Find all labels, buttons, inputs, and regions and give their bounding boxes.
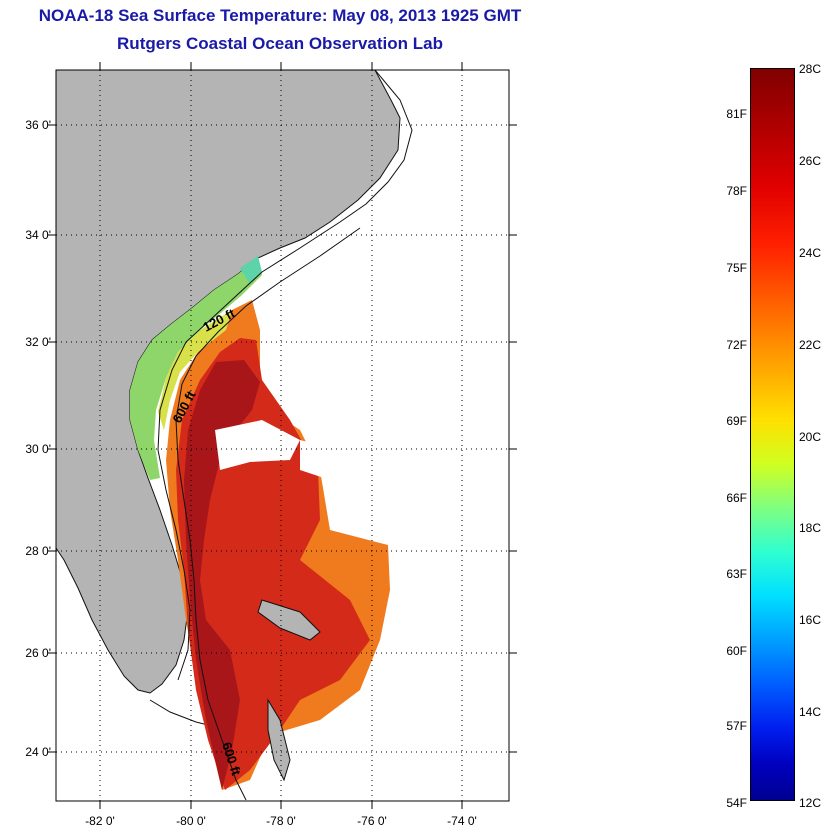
sst-darkred-core <box>184 360 260 790</box>
colorbar-c-label: 22C <box>799 338 822 352</box>
colorbar-c-label: 18C <box>799 521 822 535</box>
graticule <box>56 70 509 801</box>
colorbar-c-label: 20C <box>799 430 822 444</box>
colorbar-c-label: 14C <box>799 705 822 719</box>
colorbar-c-label: 24C <box>799 246 822 260</box>
colorbar-c-label: 28C <box>799 62 822 76</box>
lat-label: 28 0' <box>25 544 51 558</box>
cloud-gap <box>300 440 340 480</box>
map-frame <box>55 69 510 802</box>
bahamas-land <box>257 599 321 641</box>
colorbar-f-label: 57F <box>726 719 747 733</box>
tick-marks <box>48 62 517 809</box>
colorbar-f-label: 72F <box>726 338 747 352</box>
lat-label: 32 0' <box>25 335 51 349</box>
map-title: NOAA-18 Sea Surface Temperature: May 08,… <box>38 6 522 25</box>
lon-label: -78 0' <box>266 814 296 828</box>
colorbar-f-label: 75F <box>726 261 747 275</box>
lon-label: -82 0' <box>85 814 115 828</box>
bahamas-land <box>267 698 291 782</box>
contour-600ft <box>175 227 361 801</box>
colorbar-c-label: 16C <box>799 613 822 627</box>
lat-label: 24 0' <box>25 745 51 759</box>
sst-yellow-band <box>158 310 232 430</box>
lat-label: 36 0' <box>25 118 51 132</box>
lon-label: -80 0' <box>176 814 206 828</box>
lat-label: 34 0' <box>25 228 51 242</box>
cloud-gap <box>215 420 300 470</box>
colorbar-c-label: 26C <box>799 154 822 168</box>
colorbar-f-label: 78F <box>726 184 747 198</box>
colorbar-c-label: 12C <box>799 796 822 810</box>
outer-banks <box>339 70 413 223</box>
colorbar-f-label: 66F <box>726 491 747 505</box>
colorbar-f-label: 54F <box>726 796 747 810</box>
colorbar-f-label: 81F <box>726 107 747 121</box>
lat-label: 30 0' <box>25 442 51 456</box>
colorbar-f-label: 60F <box>726 644 747 658</box>
lon-label: -76 0' <box>357 814 387 828</box>
lon-label: -74 0' <box>447 814 477 828</box>
colorbar-f-label: 63F <box>726 567 747 581</box>
temperature-colorbar <box>750 68 795 801</box>
colorbar-f-label: 69F <box>726 414 747 428</box>
lat-label: 26 0' <box>25 646 51 660</box>
map-subtitle: Rutgers Coastal Ocean Observation Lab <box>117 34 443 53</box>
contour-120ft <box>157 221 341 681</box>
